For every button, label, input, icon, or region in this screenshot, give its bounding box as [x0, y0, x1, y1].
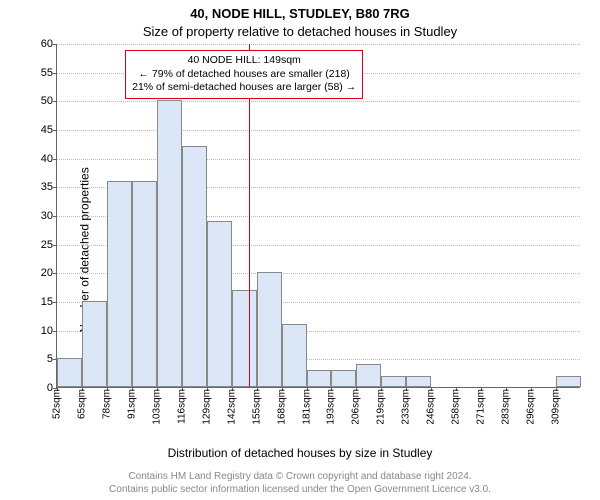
y-tick-label: 15: [41, 296, 57, 308]
x-tick-label: 206sqm: [351, 389, 362, 425]
y-tick-label: 50: [41, 95, 57, 107]
x-tick-label: 142sqm: [226, 389, 237, 425]
x-tick-label: 233sqm: [401, 389, 412, 425]
y-tick-label: 45: [41, 124, 57, 136]
chart-title: 40, NODE HILL, STUDLEY, B80 7RG: [0, 6, 600, 21]
footer-line-1: Contains HM Land Registry data © Crown c…: [0, 471, 600, 484]
y-tick-label: 5: [47, 353, 57, 365]
x-tick-label: 219sqm: [376, 389, 387, 425]
histogram-bar: [207, 221, 232, 387]
x-tick-label: 283sqm: [501, 389, 512, 425]
annotation-box: 40 NODE HILL: 149sqm ← 79% of detached h…: [125, 50, 363, 99]
gridline: [57, 44, 580, 45]
y-tick-label: 35: [41, 181, 57, 193]
chart-footer: Contains HM Land Registry data © Crown c…: [0, 471, 600, 496]
x-tick-label: 91sqm: [126, 389, 137, 419]
x-tick-label: 258sqm: [451, 389, 462, 425]
histogram-bar: [132, 181, 157, 387]
histogram-bar: [182, 146, 207, 387]
histogram-bar: [556, 376, 581, 387]
histogram-bar: [57, 358, 82, 387]
x-tick-label: 129sqm: [201, 389, 212, 425]
annotation-line-2: 21% of semi-detached houses are larger (…: [132, 81, 356, 95]
x-tick-label: 103sqm: [151, 389, 162, 425]
x-tick-label: 155sqm: [251, 389, 262, 425]
x-tick-label: 193sqm: [326, 389, 337, 425]
x-tick-label: 52sqm: [52, 389, 63, 419]
x-tick-label: 116sqm: [176, 389, 187, 424]
annotation-title: 40 NODE HILL: 149sqm: [132, 54, 356, 68]
x-tick-label: 78sqm: [101, 389, 112, 419]
plot-area: 05101520253035404550556052sqm65sqm78sqm9…: [56, 44, 580, 388]
histogram-bar: [307, 370, 332, 387]
x-tick-label: 271sqm: [476, 389, 487, 425]
x-tick-label: 309sqm: [551, 389, 562, 425]
histogram-bar: [331, 370, 356, 387]
y-tick-label: 40: [41, 153, 57, 165]
gridline: [57, 159, 580, 160]
x-tick-label: 181sqm: [301, 389, 312, 425]
x-tick-label: 168sqm: [276, 389, 287, 425]
histogram-bar: [82, 301, 107, 387]
histogram-bar: [282, 324, 307, 387]
y-tick-label: 55: [41, 67, 57, 79]
x-tick-label: 65sqm: [76, 389, 87, 419]
histogram-bar: [356, 364, 381, 387]
chart-container: 40, NODE HILL, STUDLEY, B80 7RG Size of …: [0, 0, 600, 500]
y-tick-label: 60: [41, 38, 57, 50]
annotation-line-1: ← 79% of detached houses are smaller (21…: [132, 68, 356, 82]
gridline: [57, 101, 580, 102]
y-tick-label: 25: [41, 239, 57, 251]
chart-subtitle: Size of property relative to detached ho…: [0, 24, 600, 39]
footer-line-2: Contains public sector information licen…: [0, 484, 600, 497]
y-tick-label: 30: [41, 210, 57, 222]
x-axis-label: Distribution of detached houses by size …: [0, 446, 600, 460]
histogram-bar: [257, 272, 282, 387]
histogram-bar: [406, 376, 431, 387]
histogram-bar: [157, 100, 182, 387]
histogram-bar: [232, 290, 257, 387]
y-tick-label: 10: [41, 325, 57, 337]
y-tick-label: 20: [41, 267, 57, 279]
histogram-bar: [381, 376, 406, 387]
gridline: [57, 130, 580, 131]
x-tick-label: 296sqm: [526, 389, 537, 425]
histogram-bar: [107, 181, 132, 387]
x-tick-label: 246sqm: [426, 389, 437, 425]
